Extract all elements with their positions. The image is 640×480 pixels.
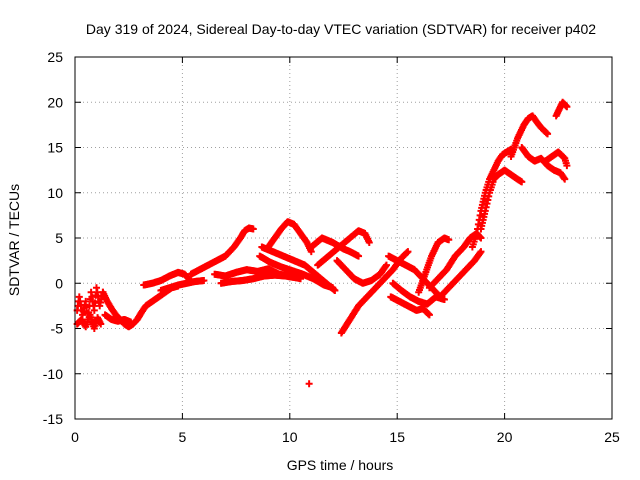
data-point	[445, 236, 453, 244]
data-point	[425, 311, 433, 319]
data-point	[477, 234, 485, 242]
data-point	[365, 239, 373, 247]
y-tick-label: 10	[47, 185, 63, 201]
data-points	[73, 98, 571, 388]
axis-ticks: 0 5 10 15 20 25 -15 -10 -5 0 5 10 15 20 25	[43, 49, 620, 445]
y-tick-label: -10	[43, 366, 63, 382]
x-tick-label: 0	[71, 429, 79, 445]
grid	[75, 57, 612, 419]
data-point	[97, 320, 105, 328]
data-point	[440, 296, 448, 304]
y-tick-label: -5	[51, 321, 64, 337]
x-tick-label: 25	[604, 429, 620, 445]
data-point	[404, 248, 412, 256]
y-tick-label: 5	[55, 230, 63, 246]
x-tick-label: 5	[179, 429, 187, 445]
x-tick-label: 20	[497, 429, 513, 445]
data-point	[561, 175, 569, 183]
y-tick-label: 0	[55, 275, 63, 291]
y-tick-label: 20	[47, 94, 63, 110]
data-point	[382, 261, 390, 269]
data-point	[329, 284, 337, 292]
data-point	[90, 306, 98, 314]
y-axis-label: SDTVAR / TECUs	[6, 184, 22, 296]
y-tick-label: 15	[47, 140, 63, 156]
data-point	[518, 178, 526, 186]
data-point	[563, 103, 571, 111]
chart-title: Day 319 of 2024, Sidereal Day-to-day VTE…	[86, 21, 596, 37]
data-point	[477, 248, 485, 256]
x-tick-label: 15	[389, 429, 405, 445]
y-tick-label: 25	[47, 49, 63, 65]
data-point	[305, 380, 313, 388]
data-point	[355, 252, 363, 260]
x-tick-label: 10	[282, 429, 298, 445]
data-point	[563, 162, 571, 170]
data-point	[249, 225, 257, 233]
data-point	[544, 130, 552, 138]
data-point	[127, 318, 135, 326]
x-axis-label: GPS time / hours	[287, 457, 394, 473]
y-tick-label: -15	[43, 411, 63, 427]
data-point	[82, 297, 90, 305]
data-point	[200, 277, 208, 285]
